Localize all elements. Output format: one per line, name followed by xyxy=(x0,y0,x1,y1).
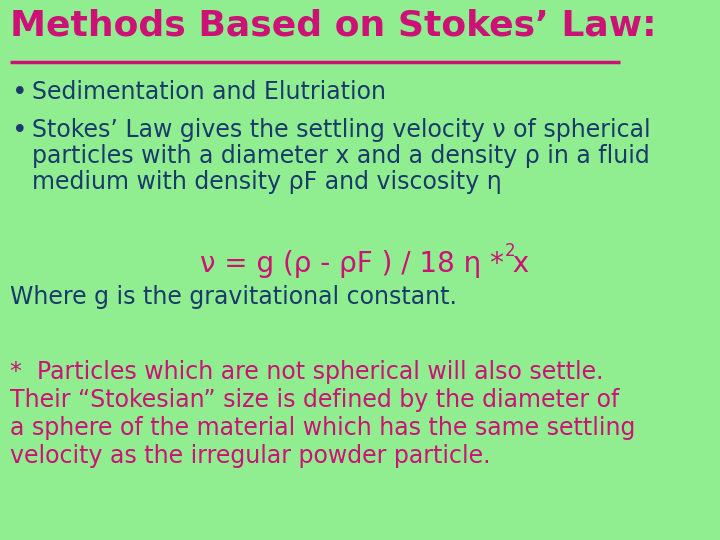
Text: *  Particles which are not spherical will also settle.: * Particles which are not spherical will… xyxy=(10,360,603,384)
Text: ν = g (ρ - ρF ) / 18 η * x: ν = g (ρ - ρF ) / 18 η * x xyxy=(200,250,529,278)
Text: Sedimentation and Elutriation: Sedimentation and Elutriation xyxy=(32,80,386,104)
Text: •: • xyxy=(12,80,27,106)
Text: Their “Stokesian” size is defined by the diameter of: Their “Stokesian” size is defined by the… xyxy=(10,388,619,412)
Text: Stokes’ Law gives the settling velocity ν of spherical: Stokes’ Law gives the settling velocity … xyxy=(32,118,651,142)
Text: medium with density ρF and viscosity η: medium with density ρF and viscosity η xyxy=(32,170,502,194)
Text: Methods Based on Stokes’ Law:: Methods Based on Stokes’ Law: xyxy=(10,8,657,42)
Text: a sphere of the material which has the same settling: a sphere of the material which has the s… xyxy=(10,416,635,440)
Text: •: • xyxy=(12,118,27,144)
Text: Where g is the gravitational constant.: Where g is the gravitational constant. xyxy=(10,285,457,309)
Text: 2: 2 xyxy=(505,242,516,260)
Text: velocity as the irregular powder particle.: velocity as the irregular powder particl… xyxy=(10,444,490,468)
Text: particles with a diameter x and a density ρ in a fluid: particles with a diameter x and a densit… xyxy=(32,144,649,168)
